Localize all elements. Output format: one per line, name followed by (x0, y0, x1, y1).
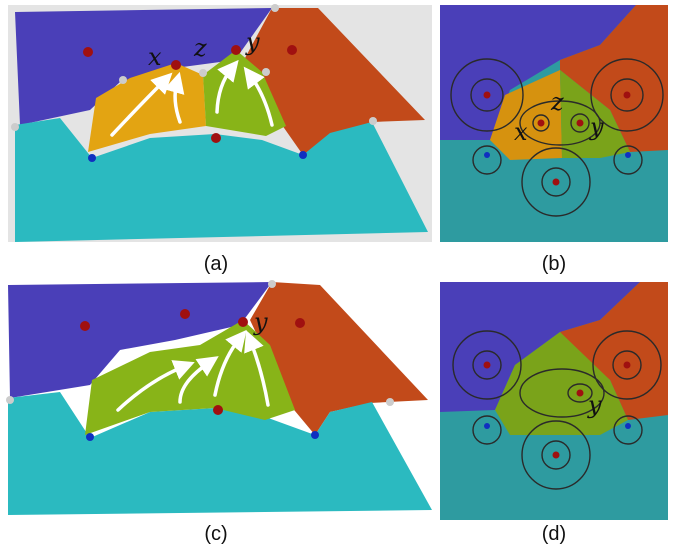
maximum (623, 361, 631, 369)
arrow (244, 330, 270, 407)
red-region (245, 8, 425, 155)
red-region (560, 5, 668, 152)
contour (519, 368, 605, 418)
minimum (86, 433, 94, 441)
arrow (213, 329, 247, 397)
saddle (386, 398, 394, 406)
maximum (238, 317, 248, 327)
maximum (576, 389, 584, 397)
label-y: y (589, 113, 604, 141)
contour (452, 330, 522, 400)
contour (613, 145, 643, 175)
maximum (287, 45, 297, 55)
contour (592, 330, 662, 400)
saddle (199, 69, 207, 77)
minimum (484, 152, 490, 158)
maximum (80, 321, 90, 331)
contour (541, 440, 571, 470)
maximum (483, 361, 491, 369)
minimum (484, 423, 490, 429)
caption: (c) (204, 523, 227, 545)
arrow (178, 356, 219, 404)
label-y: y (245, 28, 260, 56)
maximum (537, 119, 545, 127)
saddle (369, 117, 377, 125)
label-y: y (587, 391, 602, 419)
contour (521, 147, 591, 217)
blue-region (15, 8, 272, 125)
minimum (299, 151, 307, 159)
green-region (560, 70, 630, 158)
maximum (295, 318, 305, 328)
maximum (180, 309, 190, 319)
contour (590, 58, 664, 132)
label-x: x (148, 43, 162, 71)
contour (532, 114, 550, 132)
saddle (268, 280, 276, 288)
maximum (576, 119, 584, 127)
contour (519, 100, 601, 146)
caption: (a) (204, 253, 228, 275)
saddle (6, 396, 14, 404)
maximum (231, 45, 241, 55)
label-z: z (193, 34, 207, 62)
maximum (552, 178, 560, 186)
panel-d: y (d) (440, 282, 668, 545)
panel-c: y (c) (6, 280, 432, 545)
teal-region (8, 392, 432, 515)
panel-b: z x y (b) (440, 5, 668, 275)
label-x: x (514, 118, 528, 146)
arrow (116, 360, 195, 412)
contour (472, 145, 502, 175)
teal-region (15, 118, 428, 242)
contour (450, 58, 524, 132)
arrow (164, 71, 185, 124)
contour (612, 350, 642, 380)
contour (472, 350, 502, 380)
contour (541, 167, 571, 197)
minimum (625, 423, 631, 429)
saddle (262, 68, 270, 76)
contour (570, 113, 590, 133)
contour (613, 415, 643, 445)
saddle (119, 76, 127, 84)
blue-region (8, 282, 272, 398)
maximum (83, 47, 93, 57)
label-z: z (550, 88, 564, 116)
arrow (215, 59, 239, 114)
green-region (495, 332, 628, 435)
minimum (311, 431, 319, 439)
red-region (250, 282, 428, 435)
contour (472, 415, 502, 445)
caption: (d) (542, 523, 566, 545)
maximum (213, 405, 223, 415)
maximum (171, 60, 181, 70)
saddle (271, 4, 279, 12)
maximum (483, 91, 491, 99)
blue-region (440, 282, 640, 412)
saddle (11, 123, 19, 131)
maximum (623, 91, 631, 99)
caption: (b) (542, 253, 566, 275)
blue-region (440, 5, 636, 140)
panel-a: x z y (a) (8, 4, 432, 275)
arrow (243, 66, 274, 127)
label-y: y (253, 308, 268, 336)
minimum (88, 154, 96, 162)
maximum (211, 133, 221, 143)
orange-region (490, 70, 562, 160)
red-region (560, 282, 668, 420)
minimum (625, 152, 631, 158)
contour (470, 78, 504, 112)
contour (567, 383, 593, 403)
contour (610, 78, 644, 112)
arrow (110, 72, 173, 137)
contour (521, 420, 591, 490)
maximum (552, 451, 560, 459)
